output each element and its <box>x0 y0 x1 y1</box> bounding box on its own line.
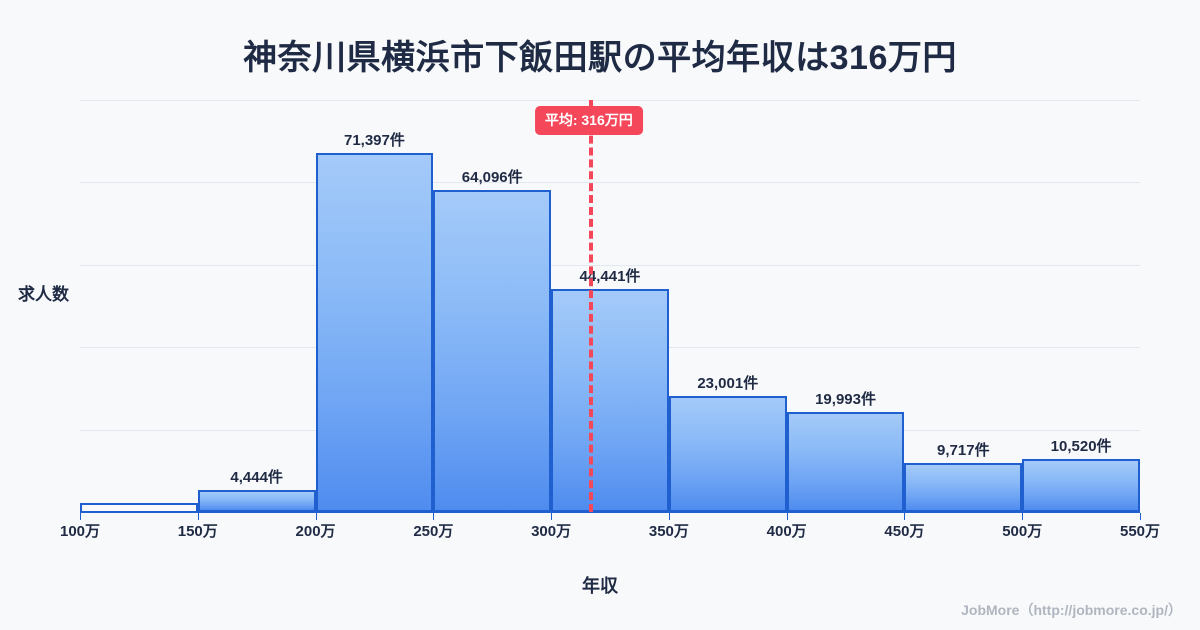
x-axis-tick <box>197 513 199 520</box>
histogram-bar[interactable] <box>904 463 1023 512</box>
bar-value-label: 10,520件 <box>1050 438 1112 456</box>
x-axis-tick <box>315 513 317 520</box>
bar-value-label: 19,993件 <box>815 390 876 408</box>
x-axis-tick-label: 550万 <box>1119 523 1161 540</box>
page-title: 神奈川県横浜市下飯田駅の平均年収は316万円 <box>243 39 957 77</box>
bar-value-label: 23,001件 <box>697 375 759 393</box>
plot-area: 4,444件 71,397件 64,096件 44,441件 23,001件 19,993… <box>80 100 1140 513</box>
x-axis-tick-label: 150万 <box>177 523 218 540</box>
y-axis-title: 求人数 <box>18 285 69 304</box>
x-axis-tick <box>786 513 788 520</box>
bar-value-label: 44,441件 <box>579 267 641 285</box>
bar-value-label: 71,397件 <box>343 132 405 150</box>
footer-credit: JobMore（http://jobmore.co.jp/） <box>961 602 1182 618</box>
x-axis-tick-label: 500万 <box>1002 523 1043 540</box>
histogram-bar[interactable] <box>315 153 434 512</box>
bar-value-label: 9,717件 <box>937 442 990 460</box>
x-axis-tick <box>433 513 435 520</box>
x-axis-tick-label: 450万 <box>884 523 925 540</box>
x-axis-tick <box>1140 513 1141 520</box>
histogram-bar[interactable] <box>197 489 316 512</box>
average-line <box>588 100 593 512</box>
histogram-bar[interactable] <box>786 411 905 512</box>
gridline <box>80 264 1140 266</box>
x-axis-tick-label: 100万 <box>59 523 101 540</box>
x-axis-tick-label: 350万 <box>648 523 689 540</box>
histogram-bar[interactable] <box>1022 459 1140 512</box>
x-axis-tick <box>904 513 906 520</box>
x-axis-tick-label: 250万 <box>413 523 454 540</box>
histogram-bar[interactable] <box>433 189 552 512</box>
x-axis-tick <box>551 513 553 520</box>
histogram-bar[interactable] <box>80 503 198 512</box>
histogram-bar[interactable] <box>668 396 787 512</box>
gridline <box>80 100 1140 101</box>
gridline <box>80 182 1140 184</box>
x-axis-tick-label: 400万 <box>766 523 807 540</box>
bar-value-label: 4,444件 <box>230 468 283 486</box>
x-axis-tick-label: 200万 <box>295 523 336 540</box>
x-axis-tick <box>80 513 81 520</box>
histogram-bar[interactable] <box>551 288 669 512</box>
bar-value-label: 64,096件 <box>461 168 523 186</box>
x-axis-tick-label: 300万 <box>531 523 572 540</box>
x-axis-tick <box>668 513 670 520</box>
x-axis-tick <box>1022 513 1024 520</box>
x-axis-title: 年収 <box>582 576 618 596</box>
x-axis-baseline <box>80 511 1140 513</box>
average-badge: 平均: 316万円 <box>534 106 643 135</box>
